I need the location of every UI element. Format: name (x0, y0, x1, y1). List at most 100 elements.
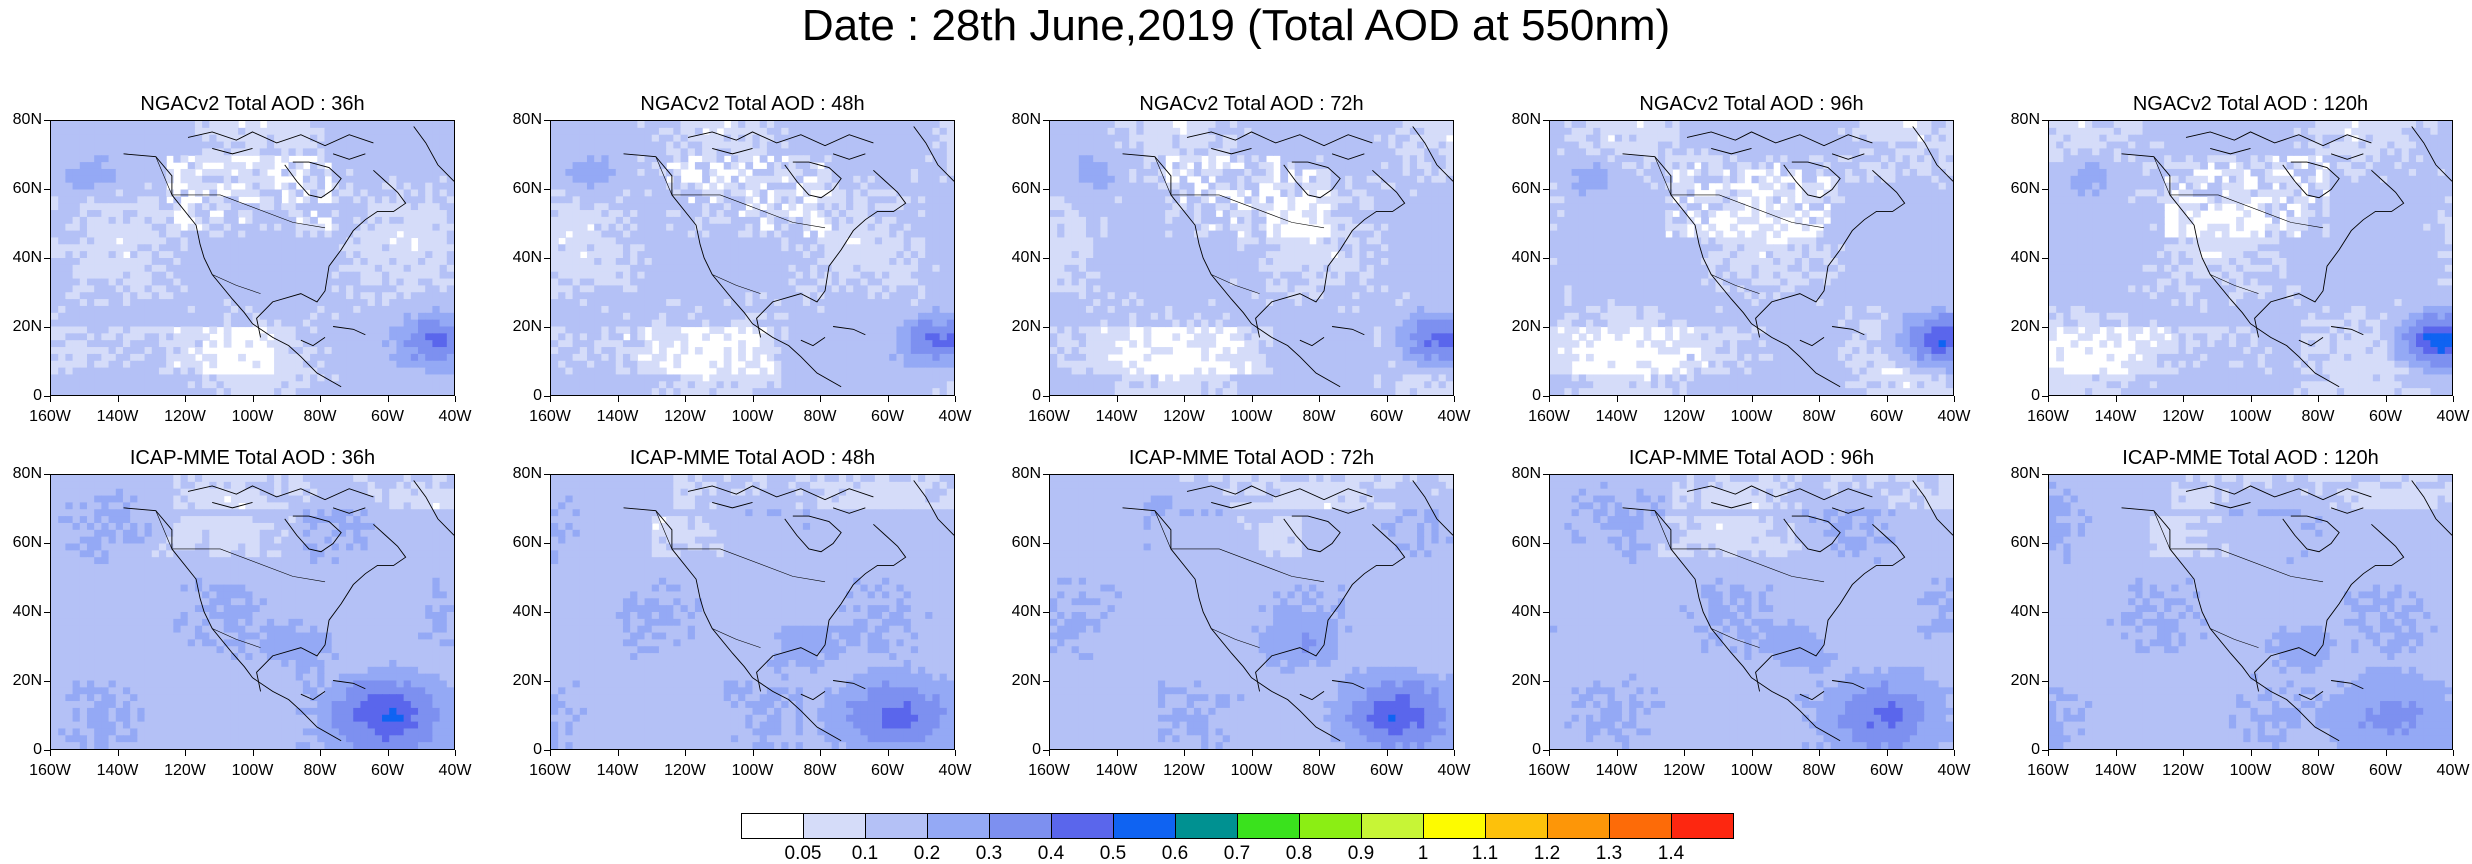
longitude-tick-label: 60W (1857, 408, 1917, 426)
longitude-tick-mark (955, 396, 956, 402)
panel-title: ICAP-MME Total AOD : 120h (2028, 446, 2472, 470)
latitude-tick-mark (1543, 258, 1549, 259)
longitude-tick-mark (2183, 750, 2184, 756)
latitude-tick-mark (2042, 543, 2048, 544)
colorbar-swatch (1547, 813, 1610, 839)
longitude-tick-label: 100W (723, 408, 783, 426)
latitude-tick-mark (544, 120, 550, 121)
colorbar-label: 0.7 (1207, 844, 1267, 864)
latitude-tick-label: 80N (1998, 465, 2040, 483)
colorbar-swatch (1609, 813, 1672, 839)
longitude-tick-label: 80W (790, 408, 850, 426)
colorbar-label: 0.4 (1021, 844, 1081, 864)
latitude-tick-mark (1043, 327, 1049, 328)
latitude-tick-label: 0 (1998, 387, 2040, 405)
longitude-tick-label: 140W (588, 408, 648, 426)
latitude-tick-label: 60N (1499, 180, 1541, 198)
latitude-tick-label: 80N (999, 111, 1041, 129)
colorbar-label: 0.1 (835, 844, 895, 864)
longitude-tick-label: 120W (155, 408, 215, 426)
latitude-tick-mark (2042, 258, 2048, 259)
colorbar-swatch (1423, 813, 1486, 839)
latitude-tick-mark (1043, 189, 1049, 190)
longitude-tick-mark (820, 396, 821, 402)
longitude-tick-mark (618, 750, 619, 756)
longitude-tick-mark (2318, 750, 2319, 756)
longitude-tick-mark (118, 750, 119, 756)
longitude-tick-label: 140W (2086, 408, 2146, 426)
latitude-tick-mark (1543, 120, 1549, 121)
longitude-tick-label: 60W (358, 408, 418, 426)
latitude-tick-label: 20N (999, 318, 1041, 336)
colorbar-label: 1 (1393, 844, 1453, 864)
longitude-tick-label: 160W (20, 408, 80, 426)
latitude-tick-mark (1043, 543, 1049, 544)
latitude-tick-label: 60N (1499, 534, 1541, 552)
latitude-tick-mark (1543, 474, 1549, 475)
longitude-tick-label: 100W (1722, 762, 1782, 780)
latitude-tick-mark (544, 543, 550, 544)
latitude-tick-label: 80N (500, 465, 542, 483)
longitude-tick-label: 60W (1857, 762, 1917, 780)
longitude-tick-label: 60W (1357, 408, 1417, 426)
longitude-tick-mark (1184, 396, 1185, 402)
latitude-tick-label: 80N (0, 465, 42, 483)
latitude-tick-mark (44, 681, 50, 682)
aod-map-panel (1549, 474, 1954, 750)
latitude-tick-label: 40N (1499, 249, 1541, 267)
aod-field (1050, 121, 1453, 395)
longitude-tick-label: 100W (1722, 408, 1782, 426)
longitude-tick-label: 60W (358, 762, 418, 780)
longitude-tick-mark (1887, 396, 1888, 402)
aod-colorbar (741, 813, 1733, 839)
latitude-tick-mark (44, 258, 50, 259)
latitude-tick-label: 20N (500, 672, 542, 690)
longitude-tick-label: 100W (1222, 408, 1282, 426)
latitude-tick-mark (2042, 189, 2048, 190)
aod-field (551, 475, 954, 749)
latitude-tick-label: 80N (500, 111, 542, 129)
longitude-tick-mark (1252, 750, 1253, 756)
longitude-tick-mark (1184, 750, 1185, 756)
colorbar-swatch (1671, 813, 1734, 839)
latitude-tick-mark (44, 189, 50, 190)
latitude-tick-mark (544, 258, 550, 259)
longitude-tick-mark (253, 396, 254, 402)
latitude-tick-label: 0 (999, 387, 1041, 405)
latitude-tick-mark (2042, 612, 2048, 613)
aod-field (2049, 121, 2452, 395)
colorbar-swatch (865, 813, 928, 839)
longitude-tick-label: 80W (790, 762, 850, 780)
longitude-tick-label: 100W (2221, 408, 2281, 426)
longitude-tick-label: 160W (1519, 408, 1579, 426)
colorbar-label: 0.5 (1083, 844, 1143, 864)
latitude-tick-label: 40N (0, 603, 42, 621)
latitude-tick-mark (2042, 474, 2048, 475)
longitude-tick-label: 140W (88, 762, 148, 780)
longitude-tick-mark (550, 750, 551, 756)
panel-title: ICAP-MME Total AOD : 96h (1529, 446, 1974, 470)
latitude-tick-mark (1043, 120, 1049, 121)
longitude-tick-mark (2116, 396, 2117, 402)
longitude-tick-label: 40W (1424, 762, 1484, 780)
latitude-tick-label: 20N (1998, 318, 2040, 336)
aod-field (1550, 121, 1953, 395)
longitude-tick-label: 100W (723, 762, 783, 780)
latitude-tick-label: 20N (999, 672, 1041, 690)
longitude-tick-mark (888, 396, 889, 402)
panel-title: NGACv2 Total AOD : 120h (2028, 92, 2472, 116)
aod-map-panel (1049, 474, 1454, 750)
longitude-tick-mark (253, 750, 254, 756)
longitude-tick-mark (685, 750, 686, 756)
latitude-tick-label: 60N (0, 180, 42, 198)
latitude-tick-label: 0 (999, 741, 1041, 759)
longitude-tick-label: 80W (2288, 408, 2348, 426)
longitude-tick-label: 80W (1289, 408, 1349, 426)
longitude-tick-mark (2386, 396, 2387, 402)
colorbar-swatch (927, 813, 990, 839)
longitude-tick-label: 40W (2423, 408, 2472, 426)
longitude-tick-label: 140W (88, 408, 148, 426)
latitude-tick-label: 40N (0, 249, 42, 267)
latitude-tick-label: 40N (999, 249, 1041, 267)
latitude-tick-label: 20N (1499, 672, 1541, 690)
